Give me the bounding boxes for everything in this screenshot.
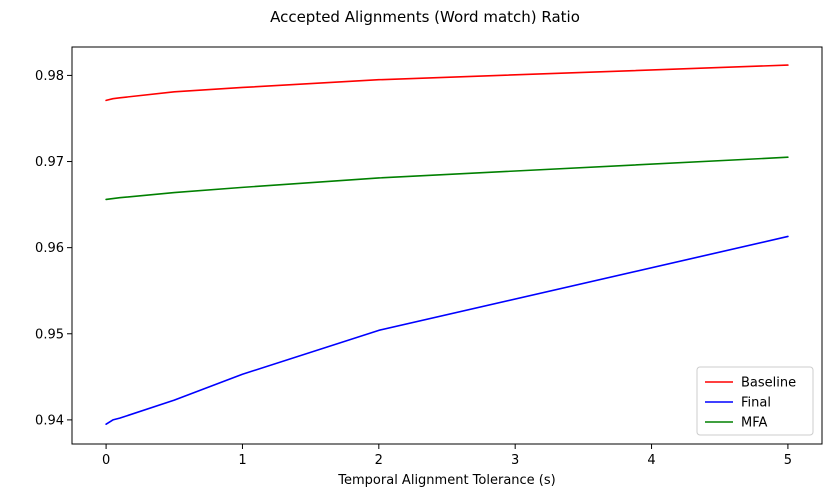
legend-label: MFA — [741, 416, 768, 431]
x-axis: 0 1 2 3 4 5 — [102, 444, 792, 468]
x-axis-label: Temporal Alignment Tolerance (s) — [337, 473, 555, 488]
y-tick-label: 0.95 — [35, 327, 64, 342]
y-tick-label: 0.96 — [35, 241, 64, 256]
y-tick-label: 0.98 — [35, 69, 64, 84]
y-tick-label: 0.97 — [35, 155, 64, 170]
x-tick-label: 2 — [375, 453, 383, 468]
plot-frame — [71, 46, 823, 445]
x-tick-label: 5 — [784, 453, 792, 468]
x-tick-label: 0 — [102, 453, 110, 468]
legend-label: Baseline — [741, 376, 796, 391]
plot-area — [71, 46, 823, 445]
legend-box — [696, 366, 814, 436]
series-lines — [105, 64, 789, 425]
legend: Baseline Final MFA — [696, 366, 814, 436]
x-tick-label: 3 — [511, 453, 519, 468]
chart-title: Accepted Alignments (Word match) Ratio — [270, 8, 580, 26]
series-line-baseline — [105, 64, 789, 102]
series-line-mfa — [105, 156, 789, 201]
x-tick-label: 4 — [647, 453, 655, 468]
series-line-final — [105, 235, 789, 425]
y-axis: 0.94 0.95 0.96 0.97 0.98 — [35, 69, 72, 428]
x-tick-label: 1 — [238, 453, 246, 468]
y-tick-label: 0.94 — [35, 413, 64, 428]
legend-label: Final — [741, 396, 771, 411]
